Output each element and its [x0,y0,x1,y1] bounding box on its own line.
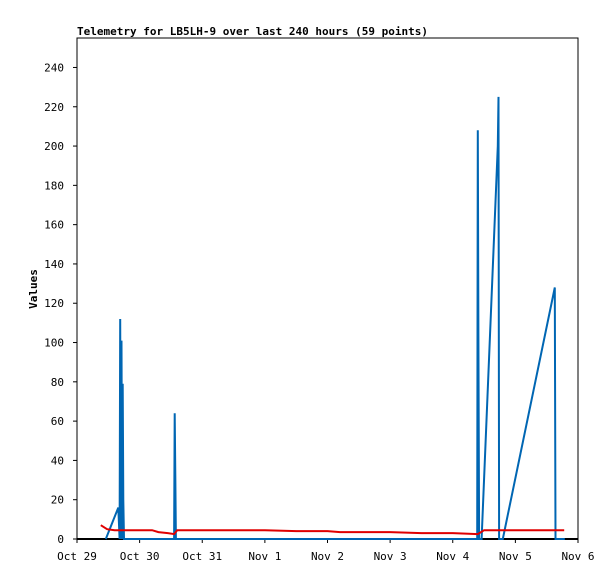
y-tick-label: 220 [44,101,64,114]
y-tick-label: 240 [44,61,64,74]
x-tick-label: Oct 29 [57,550,97,563]
y-tick-label: 120 [44,297,64,310]
y-tick-label: 0 [57,533,64,546]
y-tick-label: 180 [44,179,64,192]
series-line-2 [100,524,565,536]
x-axis: Oct 29 Oct 30 Oct 31 Nov 1 Nov 2 Nov 3 Nov 4 No… [57,539,595,563]
x-tick-label: Nov 2 [311,550,344,563]
x-tick-label: Nov 5 [499,550,532,563]
y-axis-label: Values [27,269,40,309]
x-tick-label: Nov 3 [374,550,407,563]
series-line-1 [104,96,565,540]
x-tick-label: Nov 1 [248,550,281,563]
y-tick-label: 160 [44,219,64,232]
y-tick-label: 200 [44,140,64,153]
y-axis: 0 20 40 60 80 100 120 140 160 180 200 220 240 [44,61,77,546]
y-tick-label: 80 [51,376,64,389]
series-layer [77,96,578,540]
y-tick-label: 100 [44,337,64,350]
y-tick-label: 60 [51,415,64,428]
y-tick-label: 40 [51,454,64,467]
x-tick-label: Oct 30 [120,550,160,563]
chart-title: Telemetry for LB5LH-9 over last 240 hour… [77,25,428,38]
x-tick-label: Nov 4 [436,550,469,563]
x-tick-label: Oct 31 [182,550,222,563]
y-tick-label: 140 [44,258,64,271]
x-tick-label: Nov 6 [561,550,594,563]
y-tick-label: 20 [51,494,64,507]
